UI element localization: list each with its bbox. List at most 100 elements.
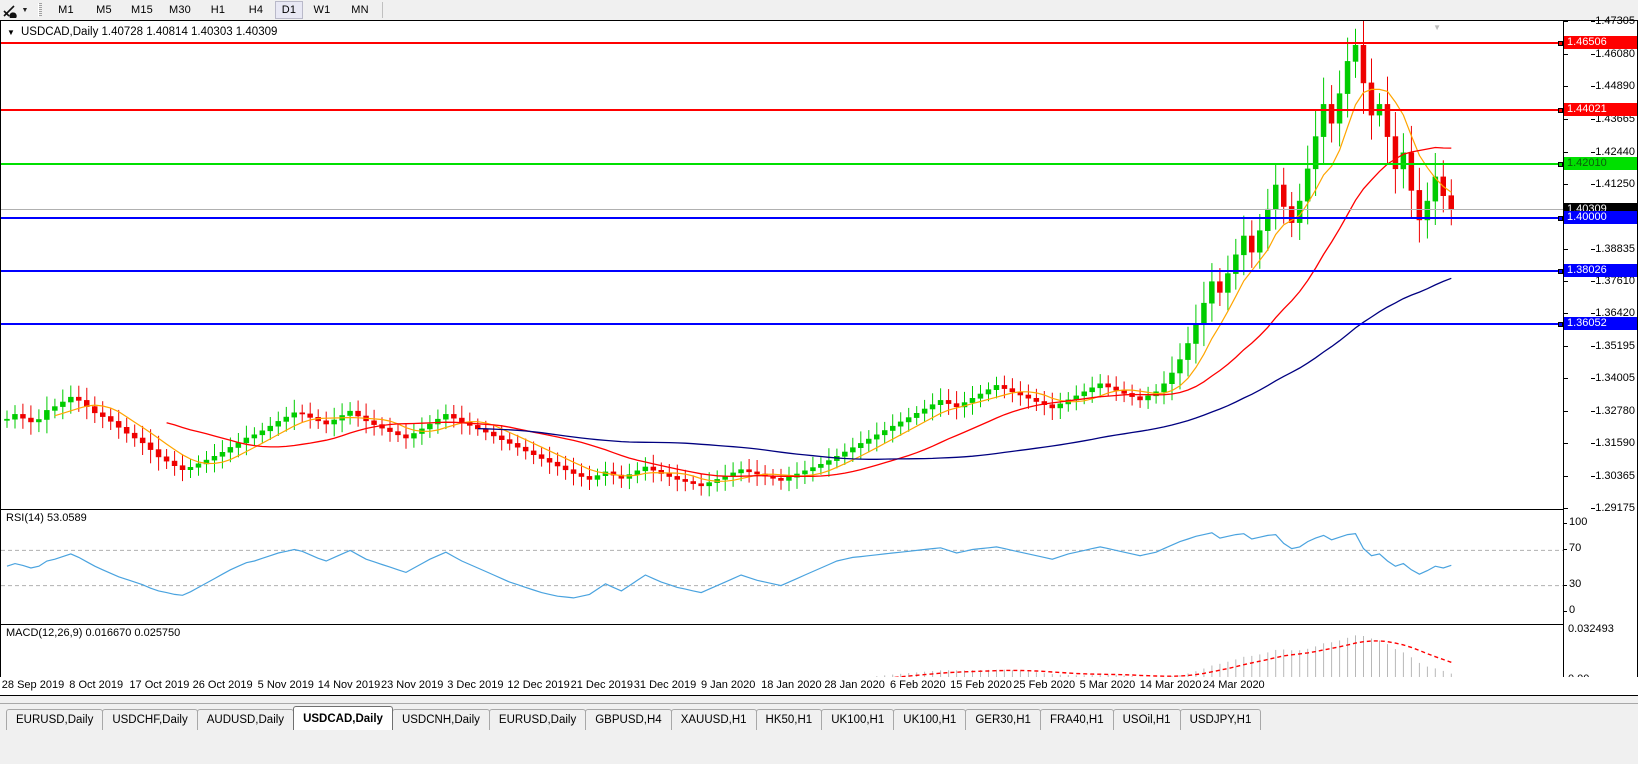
price-tick-mark bbox=[1564, 378, 1568, 379]
price-tick: 1.36420 bbox=[1591, 308, 1635, 319]
price-level-handle[interactable] bbox=[1558, 41, 1563, 46]
date-tick: 14 Nov 2019 bbox=[317, 679, 381, 691]
date-tick: 3 Dec 2019 bbox=[447, 679, 504, 691]
date-tick: 6 Feb 2020 bbox=[889, 679, 946, 691]
date-tick: 31 Dec 2019 bbox=[633, 679, 697, 691]
date-tick: 5 Nov 2019 bbox=[257, 679, 314, 691]
chart-tab[interactable]: USDJPY,H1 bbox=[1179, 709, 1262, 730]
toolbar-grip[interactable] bbox=[38, 3, 42, 17]
price-tick: 1.47305 bbox=[1591, 16, 1635, 27]
date-tick: 23 Nov 2019 bbox=[380, 679, 444, 691]
date-tick: 17 Oct 2019 bbox=[129, 679, 190, 691]
price-axis[interactable]: 1.47305 1.46080 1.44890 1.43665 1.42440 1.412… bbox=[1563, 16, 1637, 695]
chart-frame[interactable]: ▼ USDCAD,Daily 1.40728 1.40814 1.40303 1… bbox=[0, 16, 1638, 696]
chart-tab[interactable]: UK100,H1 bbox=[893, 709, 967, 730]
price-tick: 1.35195 bbox=[1591, 341, 1635, 352]
timeframe-mn[interactable]: MN bbox=[351, 4, 369, 16]
price-level-handle[interactable] bbox=[1558, 108, 1563, 113]
price-tick-mark bbox=[1564, 86, 1568, 87]
timeframe-m1[interactable]: M1 bbox=[58, 4, 74, 16]
chart-tab[interactable]: GER30,H1 bbox=[965, 709, 1041, 730]
date-tick: 14 Mar 2020 bbox=[1139, 679, 1202, 691]
timeframe-h1[interactable]: H1 bbox=[210, 4, 226, 16]
price-level-line[interactable] bbox=[1, 216, 1563, 221]
price-level-line[interactable] bbox=[1, 322, 1563, 327]
date-tick: 18 Jan 2020 bbox=[761, 679, 822, 691]
price-level-line[interactable] bbox=[1, 108, 1563, 113]
price-level-line[interactable] bbox=[1, 41, 1563, 46]
timeframe-m15[interactable]: M15 bbox=[131, 4, 153, 16]
rsi-tick-mark bbox=[1564, 523, 1567, 524]
chart-tab[interactable]: USDCHF,Daily bbox=[102, 709, 198, 730]
chart-tab[interactable]: FRA40,H1 bbox=[1039, 709, 1114, 730]
price-tick-mark bbox=[1564, 281, 1568, 282]
price-tick-mark bbox=[1564, 346, 1568, 347]
price-level-handle[interactable] bbox=[1558, 162, 1563, 167]
price-level-line[interactable] bbox=[1, 162, 1563, 167]
chart-tab[interactable]: EURUSD,Daily bbox=[6, 709, 104, 730]
chart-tabs: EURUSD,Daily USDCHF,Daily AUDUSD,Daily USDC… bbox=[6, 706, 1262, 730]
rsi-tick-mark bbox=[1564, 549, 1567, 550]
chart-plot-area[interactable]: RSI(14) 53.0589 MACD(12,26,9) 0.016670 0… bbox=[1, 21, 1563, 695]
price-tick: 1.44890 bbox=[1591, 80, 1635, 92]
timeframe-m30[interactable]: M30 bbox=[169, 4, 191, 16]
price-tick-mark bbox=[1564, 184, 1568, 185]
chart-tab-bar: EURUSD,Daily USDCHF,Daily AUDUSD,Daily USDC… bbox=[0, 703, 1638, 764]
price-tick: 1.30365 bbox=[1591, 471, 1635, 482]
date-tick: 28 Sep 2019 bbox=[1, 679, 65, 691]
crosshair-icon[interactable] bbox=[0, 1, 18, 19]
price-level-label[interactable]: 1.38026 bbox=[1564, 264, 1637, 277]
date-tick: 12 Dec 2019 bbox=[507, 679, 570, 691]
price-tick: 1.46080 bbox=[1591, 48, 1635, 60]
rsi-chart-svg bbox=[1, 532, 1563, 599]
price-level-label[interactable]: 1.40000 bbox=[1564, 211, 1637, 224]
date-tick: 24 Mar 2020 bbox=[1202, 679, 1265, 691]
chart-tab[interactable]: XAUUSD,H1 bbox=[670, 709, 757, 730]
rsi-tick: 70 bbox=[1569, 542, 1582, 555]
chart-tab[interactable]: USOil,H1 bbox=[1112, 709, 1181, 730]
price-level-label[interactable]: 1.44021 bbox=[1564, 103, 1637, 116]
date-tick: 9 Jan 2020 bbox=[700, 679, 756, 691]
toolbar-dropdown-caret-icon[interactable]: ▼ bbox=[21, 6, 29, 14]
price-tick-mark bbox=[1564, 54, 1568, 55]
timeframe-h4[interactable]: H4 bbox=[248, 4, 264, 16]
price-level-label[interactable]: 1.36052 bbox=[1564, 317, 1637, 330]
chart-tab[interactable]: AUDUSD,Daily bbox=[196, 709, 295, 730]
chart-tab[interactable]: HK50,H1 bbox=[755, 709, 823, 730]
price-tick: 1.37610 bbox=[1591, 276, 1635, 287]
rsi-tick: 100 bbox=[1569, 516, 1588, 528]
price-tick-mark bbox=[1564, 508, 1568, 509]
date-tick: 15 Feb 2020 bbox=[950, 679, 1012, 691]
chart-menu-arrow-icon[interactable]: ▼ bbox=[7, 28, 15, 37]
price-level-handle[interactable] bbox=[1558, 216, 1563, 221]
price-level-line[interactable] bbox=[1, 269, 1563, 274]
chart-quote-label: USDCAD,Daily 1.40728 1.40814 1.40303 1.4… bbox=[21, 26, 278, 38]
timeframe-d1[interactable]: D1 bbox=[275, 1, 303, 19]
price-level-handle[interactable] bbox=[1558, 322, 1563, 327]
chart-tab[interactable]: EURUSD,Daily bbox=[488, 709, 587, 730]
timeframe-m5[interactable]: M5 bbox=[96, 4, 112, 16]
rsi-pane[interactable]: RSI(14) 53.0589 bbox=[1, 509, 1563, 624]
price-pane[interactable] bbox=[1, 21, 1563, 508]
date-tick: 25 Feb 2020 bbox=[1013, 679, 1076, 691]
price-tick-mark bbox=[1564, 119, 1568, 120]
macd-label: MACD(12,26,9) 0.016670 0.025750 bbox=[6, 627, 181, 639]
timeframe-w1[interactable]: W1 bbox=[313, 4, 331, 16]
date-tick: 5 Mar 2020 bbox=[1079, 679, 1136, 691]
rsi-label: RSI(14) 53.0589 bbox=[6, 512, 87, 524]
chart-tab-active[interactable]: USDCAD,Daily bbox=[293, 706, 393, 730]
date-tick: 8 Oct 2019 bbox=[69, 679, 124, 691]
price-tick: 1.41250 bbox=[1591, 178, 1635, 190]
date-axis: 28 Sep 2019 8 Oct 2019 17 Oct 2019 26 Oct 2… bbox=[0, 677, 1638, 695]
price-tick-mark bbox=[1564, 313, 1568, 314]
price-tick-mark bbox=[1564, 476, 1568, 477]
chart-tab[interactable]: UK100,H1 bbox=[821, 709, 895, 730]
chart-tab[interactable]: USDCNH,Daily bbox=[391, 709, 490, 730]
chart-tab[interactable]: GBPUSD,H4 bbox=[585, 709, 672, 730]
price-level-label[interactable]: 1.46506 bbox=[1564, 36, 1637, 49]
price-tick: 1.43665 bbox=[1591, 113, 1635, 125]
price-level-handle[interactable] bbox=[1558, 269, 1563, 274]
chart-top-handle-icon[interactable]: ▼ bbox=[1433, 23, 1441, 32]
price-level-label[interactable]: 1.42010 bbox=[1564, 157, 1637, 170]
